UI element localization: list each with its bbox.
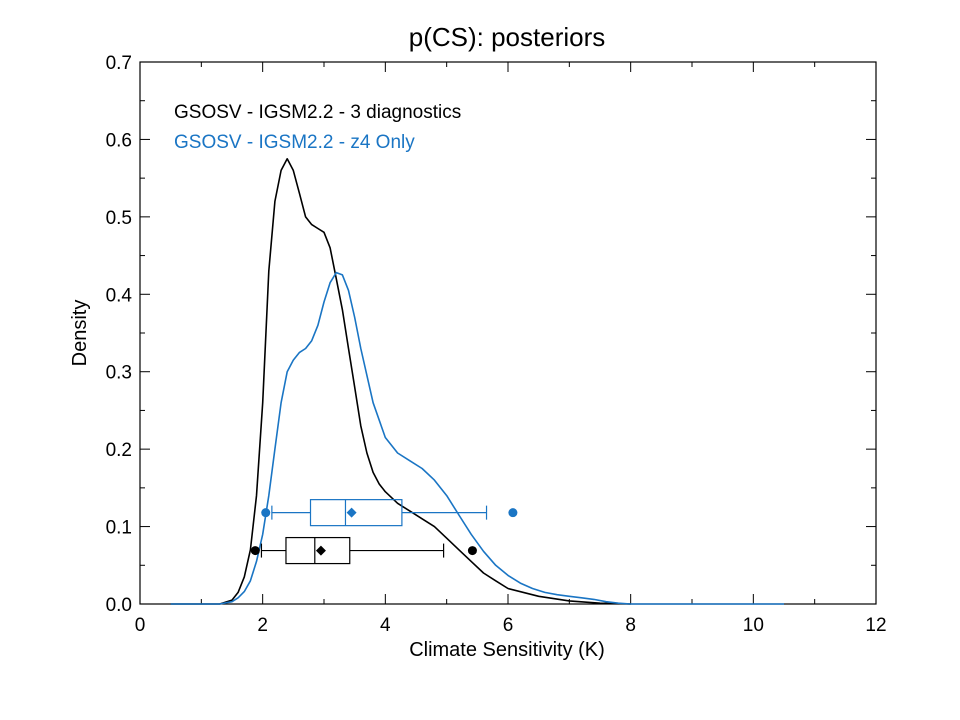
- x-tick-label: 0: [135, 615, 146, 636]
- legend: GSOSV - IGSM2.2 - 3 diagnostics GSOSV - …: [174, 102, 461, 153]
- y-axis-label: Density: [69, 300, 91, 367]
- boxplot-box: [309, 499, 403, 527]
- x-tick-label: 12: [865, 615, 886, 636]
- legend-entry-3-diagnostics: GSOSV - IGSM2.2 - 3 diagnostics: [174, 102, 461, 123]
- boxplot-mean-marker: [315, 545, 326, 556]
- boxplot-outlier-high: [508, 508, 518, 518]
- legend-entry-z4-only: GSOSV - IGSM2.2 - z4 Only: [174, 132, 415, 153]
- y-tick-label: 0.1: [106, 518, 132, 539]
- y-tick-label: 0.3: [106, 363, 132, 384]
- boxplot-z4-only: [261, 499, 518, 527]
- axis-ticks: 0 2 4 6 8 10 12 0.0 0.1 0.2 0.3 0.4 0.5 0.6 0.7: [106, 53, 887, 636]
- series-layer: [170, 158, 784, 605]
- x-tick-label: 10: [743, 615, 764, 636]
- y-tick-label: 0.0: [106, 595, 132, 616]
- x-tick-label: 4: [380, 615, 391, 636]
- x-tick-label: 8: [625, 615, 636, 636]
- boxplot-box: [285, 536, 351, 565]
- x-axis-label: Climate Sensitivity (K): [409, 639, 605, 661]
- y-tick-label: 0.5: [106, 208, 132, 229]
- boxplot-3-diagnostics: [250, 536, 477, 565]
- boxplot-outlier-low: [261, 508, 271, 518]
- boxplot-mean-marker: [346, 507, 357, 518]
- y-tick-label: 0.6: [106, 130, 132, 151]
- boxplot-outlier-high: [467, 546, 477, 556]
- x-tick-label: 6: [503, 615, 514, 636]
- y-tick-label: 0.2: [106, 440, 132, 461]
- series-line-3-diagnostics: [170, 158, 631, 605]
- x-tick-label: 2: [257, 615, 268, 636]
- boxplot-outlier-low: [250, 546, 260, 556]
- series-line-z4-only: [170, 271, 784, 605]
- boxplot-layer: [250, 499, 518, 565]
- y-tick-label: 0.4: [106, 285, 133, 306]
- y-tick-label: 0.7: [106, 53, 132, 74]
- chart-title: p(CS): posteriors: [409, 22, 606, 52]
